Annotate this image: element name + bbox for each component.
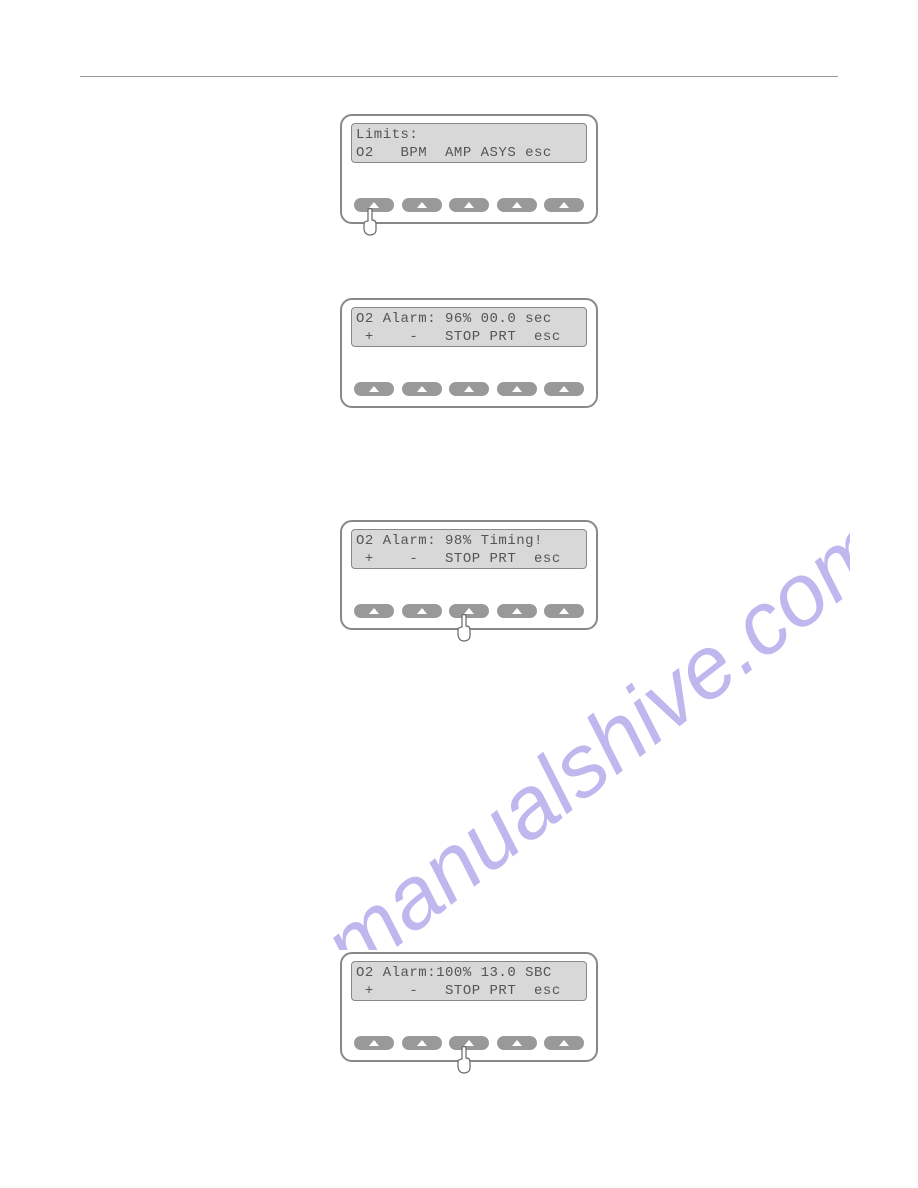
lcd-4-line2: + - STOP PRT esc (356, 983, 561, 999)
finger-press-icon (454, 614, 474, 642)
lcd-3: O2 Alarm: 98% Timing! + - STOP PRT esc (351, 529, 587, 569)
finger-press-icon (360, 208, 380, 236)
lcd-2-line1: O2 Alarm: 96% 00.0 sec (356, 311, 552, 327)
softkey-button[interactable] (402, 198, 442, 212)
lcd-4: O2 Alarm:100% 13.0 SBC + - STOP PRT esc (351, 961, 587, 1001)
softkey-button[interactable] (354, 382, 394, 396)
lcd-2-line2: + - STOP PRT esc (356, 329, 561, 345)
lcd-3-line1: O2 Alarm: 98% Timing! (356, 533, 543, 549)
softkey-button[interactable] (449, 382, 489, 396)
softkey-button[interactable] (497, 198, 537, 212)
softkey-button[interactable] (449, 198, 489, 212)
softkey-button[interactable] (402, 382, 442, 396)
softkey-button[interactable] (544, 198, 584, 212)
softkey-button[interactable] (497, 1036, 537, 1050)
button-row-1 (354, 198, 584, 212)
softkey-button[interactable] (544, 1036, 584, 1050)
softkey-button[interactable] (402, 1036, 442, 1050)
lcd-1-line1: Limits: (356, 127, 418, 143)
divider-line (80, 76, 838, 77)
softkey-button[interactable] (497, 382, 537, 396)
lcd-3-line2: + - STOP PRT esc (356, 551, 561, 567)
softkey-button[interactable] (544, 604, 584, 618)
softkey-button[interactable] (354, 1036, 394, 1050)
lcd-2: O2 Alarm: 96% 00.0 sec + - STOP PRT esc (351, 307, 587, 347)
finger-press-icon (454, 1046, 474, 1074)
softkey-button[interactable] (354, 604, 394, 618)
softkey-button[interactable] (497, 604, 537, 618)
softkey-button[interactable] (544, 382, 584, 396)
lcd-1-line2: O2 BPM AMP ASYS esc (356, 145, 552, 161)
device-screen-2: O2 Alarm: 96% 00.0 sec + - STOP PRT esc (340, 298, 598, 408)
softkey-button[interactable] (402, 604, 442, 618)
lcd-1: Limits: O2 BPM AMP ASYS esc (351, 123, 587, 163)
button-row-2 (354, 382, 584, 396)
lcd-4-line1: O2 Alarm:100% 13.0 SBC (356, 965, 552, 981)
